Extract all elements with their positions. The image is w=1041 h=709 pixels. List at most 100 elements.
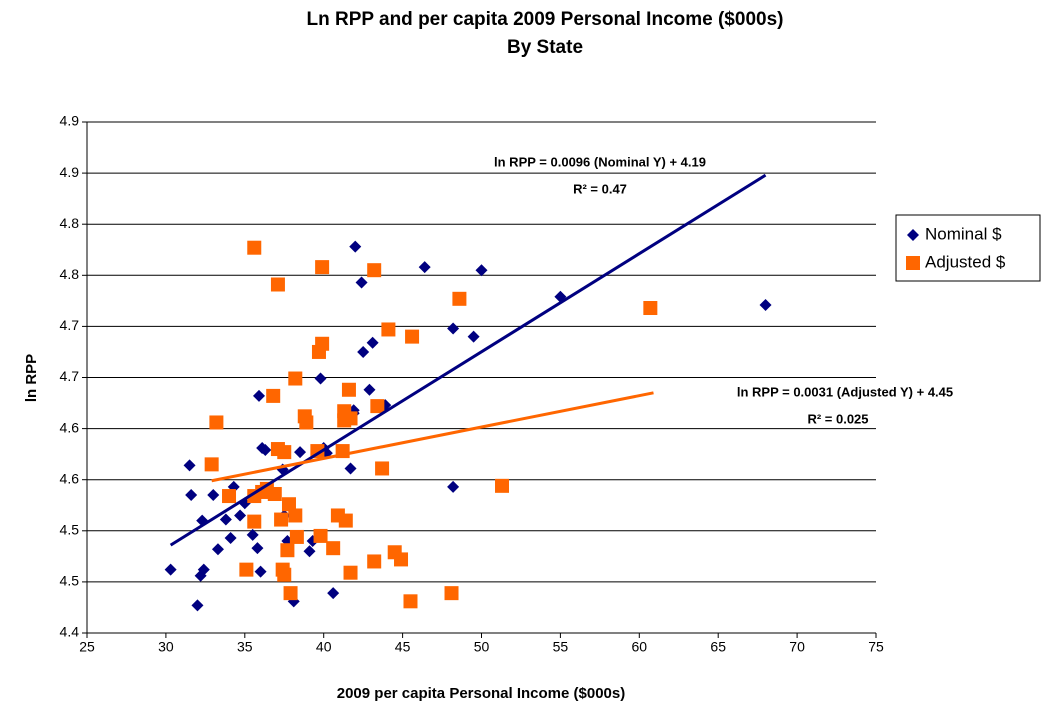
y-tick-label: 4.7 bbox=[60, 317, 80, 333]
point bbox=[327, 587, 340, 600]
point bbox=[367, 554, 382, 569]
x-tick-label: 40 bbox=[316, 639, 332, 655]
point bbox=[280, 543, 295, 558]
y-tick-label: 4.5 bbox=[60, 522, 80, 538]
point bbox=[643, 301, 658, 316]
legend-label: Adjusted $ bbox=[925, 252, 1006, 271]
point bbox=[239, 562, 254, 577]
point bbox=[197, 563, 210, 576]
point bbox=[207, 489, 220, 502]
point bbox=[367, 263, 382, 278]
y-tick-label: 4.6 bbox=[60, 419, 80, 435]
point bbox=[338, 513, 353, 528]
point bbox=[254, 565, 267, 578]
point bbox=[267, 487, 282, 502]
x-tick-label: 60 bbox=[632, 639, 648, 655]
x-tick-label: 55 bbox=[553, 639, 569, 655]
point bbox=[314, 372, 327, 385]
point bbox=[222, 489, 237, 504]
y-tick-label: 4.7 bbox=[60, 368, 80, 384]
point bbox=[246, 528, 259, 541]
point bbox=[209, 415, 224, 430]
x-tick-label: 70 bbox=[789, 639, 805, 655]
point bbox=[191, 599, 204, 612]
x-tick-label: 30 bbox=[158, 639, 174, 655]
point bbox=[288, 371, 303, 386]
point bbox=[266, 388, 281, 403]
trend-annotation: R² = 0.47 bbox=[573, 181, 627, 196]
point bbox=[375, 461, 390, 476]
point bbox=[224, 531, 237, 544]
point bbox=[343, 411, 358, 426]
point bbox=[355, 276, 368, 289]
trend-annotation: ln RPP = 0.0031 (Adjusted Y) + 4.45 bbox=[737, 384, 953, 399]
point bbox=[326, 541, 341, 556]
point bbox=[403, 594, 418, 609]
point bbox=[418, 261, 431, 274]
point bbox=[281, 497, 296, 512]
point bbox=[452, 291, 467, 306]
point bbox=[247, 240, 262, 255]
y-tick-label: 4.4 bbox=[60, 624, 80, 640]
point bbox=[277, 567, 292, 582]
point bbox=[363, 383, 376, 396]
point bbox=[185, 489, 198, 502]
point bbox=[251, 542, 264, 555]
point bbox=[344, 462, 357, 475]
chart-subtitle: By State bbox=[507, 37, 583, 58]
point bbox=[467, 330, 480, 343]
point bbox=[366, 336, 379, 349]
legend-marker bbox=[906, 256, 920, 270]
x-tick-label: 50 bbox=[474, 639, 490, 655]
point bbox=[315, 260, 330, 275]
point bbox=[247, 514, 262, 529]
point bbox=[447, 480, 460, 493]
point bbox=[288, 508, 303, 523]
point bbox=[259, 444, 272, 457]
point bbox=[313, 528, 328, 543]
point bbox=[349, 240, 362, 253]
y-tick-label: 4.5 bbox=[60, 573, 80, 589]
chart-title: Ln RPP and per capita 2009 Personal Inco… bbox=[307, 9, 784, 30]
x-tick-label: 65 bbox=[710, 639, 726, 655]
point bbox=[277, 445, 292, 460]
point bbox=[219, 513, 232, 526]
point bbox=[475, 264, 488, 277]
y-tick-label: 4.9 bbox=[60, 113, 80, 129]
trend-line bbox=[211, 391, 654, 483]
y-axis-title: ln RPP bbox=[23, 354, 40, 402]
y-tick-label: 4.8 bbox=[60, 215, 80, 231]
point bbox=[370, 399, 385, 414]
legend-label: Nominal $ bbox=[925, 224, 1002, 243]
y-tick-label: 4.9 bbox=[60, 164, 80, 180]
point bbox=[405, 329, 420, 344]
point bbox=[270, 277, 285, 292]
point bbox=[444, 586, 459, 601]
x-tick-label: 45 bbox=[395, 639, 411, 655]
point bbox=[495, 478, 510, 493]
trend-annotation: ln RPP = 0.0096 (Nominal Y) + 4.19 bbox=[494, 154, 706, 169]
x-axis-title: 2009 per capita Personal Income ($000s) bbox=[337, 685, 625, 702]
point bbox=[204, 457, 219, 472]
x-tick-label: 75 bbox=[868, 639, 884, 655]
point bbox=[759, 298, 772, 311]
point bbox=[211, 543, 224, 556]
point bbox=[283, 586, 298, 601]
point bbox=[289, 529, 304, 544]
point bbox=[447, 322, 460, 335]
y-tick-label: 4.8 bbox=[60, 266, 80, 282]
point bbox=[274, 512, 289, 527]
point bbox=[343, 565, 358, 580]
point bbox=[303, 545, 316, 558]
x-tick-label: 35 bbox=[237, 639, 253, 655]
y-tick-label: 4.6 bbox=[60, 470, 80, 486]
x-tick-label: 25 bbox=[79, 639, 95, 655]
point bbox=[299, 415, 314, 430]
point bbox=[164, 563, 177, 576]
point bbox=[253, 389, 266, 402]
point bbox=[183, 459, 196, 472]
point bbox=[381, 322, 396, 337]
point bbox=[294, 446, 307, 459]
